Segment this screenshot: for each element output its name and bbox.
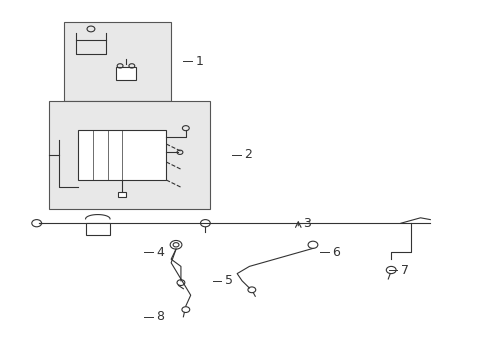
Text: 2: 2 bbox=[244, 148, 252, 161]
Bar bbox=[118, 192, 126, 197]
Text: 4: 4 bbox=[156, 246, 164, 258]
Text: 5: 5 bbox=[224, 274, 232, 287]
Text: 7: 7 bbox=[400, 264, 408, 276]
Bar bbox=[78, 130, 166, 180]
Text: 8: 8 bbox=[156, 310, 164, 323]
Text: 1: 1 bbox=[195, 55, 203, 68]
Text: 6: 6 bbox=[332, 246, 340, 258]
Bar bbox=[85, 223, 110, 235]
Text: 3: 3 bbox=[303, 217, 310, 230]
FancyBboxPatch shape bbox=[49, 101, 210, 209]
Bar bbox=[116, 67, 136, 80]
FancyBboxPatch shape bbox=[63, 22, 171, 101]
